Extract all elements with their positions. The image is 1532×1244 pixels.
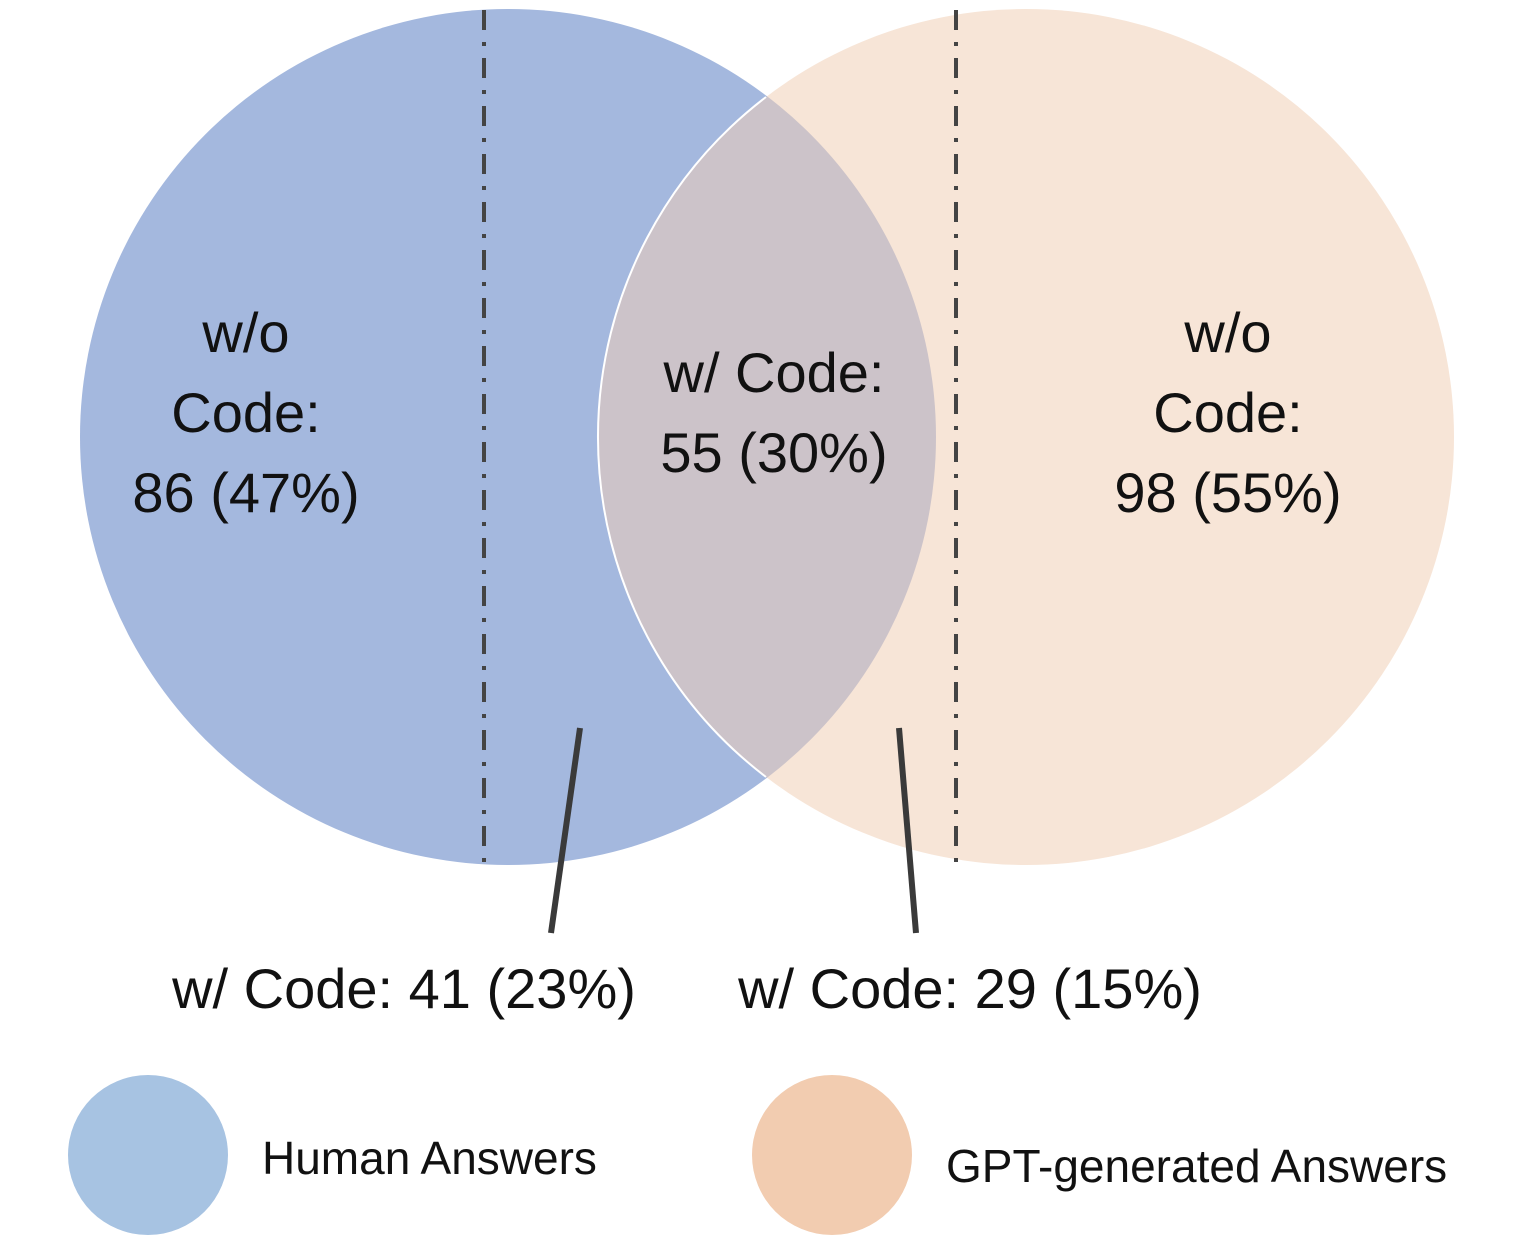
- gpt-only-label-line1: w/o: [1183, 301, 1271, 364]
- human-code-label: w/ Code: 41 (23%): [171, 957, 636, 1020]
- gpt-code-label: w/ Code: 29 (15%): [737, 957, 1202, 1020]
- legend-human-swatch: [68, 1075, 228, 1235]
- overlap-edge: [596, 96, 767, 778]
- legend: Human Answers GPT-generated Answers: [68, 1075, 1447, 1235]
- gpt-only-label-line3: 98 (55%): [1114, 461, 1341, 524]
- overlap-label-line2: 55 (30%): [660, 421, 887, 484]
- human-only-label-line3: 86 (47%): [132, 461, 359, 524]
- gpt-only-label-line2: Code:: [1153, 381, 1302, 444]
- legend-gpt-label: GPT-generated Answers: [946, 1140, 1447, 1192]
- legend-human-label: Human Answers: [262, 1132, 597, 1184]
- human-code-leader-line: [548, 727, 583, 934]
- overlap-label-line1: w/ Code:: [663, 341, 885, 404]
- legend-gpt-swatch: [752, 1075, 912, 1235]
- human-only-label-line2: Code:: [171, 381, 320, 444]
- overlap-region: [598, 9, 936, 865]
- human-only-label-line1: w/o: [201, 301, 289, 364]
- gpt-code-leader-line: [896, 727, 919, 934]
